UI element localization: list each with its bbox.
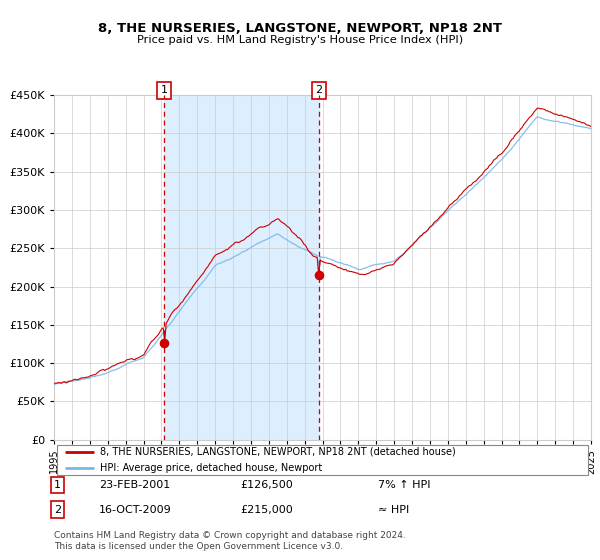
Text: This data is licensed under the Open Government Licence v3.0.: This data is licensed under the Open Gov… <box>54 542 343 550</box>
Text: £215,000: £215,000 <box>240 505 293 515</box>
Point <box>314 270 323 279</box>
Text: 2: 2 <box>54 505 61 515</box>
Text: £126,500: £126,500 <box>240 480 293 490</box>
Text: Contains HM Land Registry data © Crown copyright and database right 2024.: Contains HM Land Registry data © Crown c… <box>54 531 406 540</box>
Text: 1: 1 <box>54 480 61 490</box>
Text: 8, THE NURSERIES, LANGSTONE, NEWPORT, NP18 2NT (detached house): 8, THE NURSERIES, LANGSTONE, NEWPORT, NP… <box>100 447 455 456</box>
Text: 1: 1 <box>161 85 167 95</box>
Text: 16-OCT-2009: 16-OCT-2009 <box>99 505 172 515</box>
Text: 2: 2 <box>315 85 322 95</box>
Text: 7% ↑ HPI: 7% ↑ HPI <box>378 480 431 490</box>
Text: ≈ HPI: ≈ HPI <box>378 505 409 515</box>
Point <box>159 338 169 347</box>
Text: 8, THE NURSERIES, LANGSTONE, NEWPORT, NP18 2NT: 8, THE NURSERIES, LANGSTONE, NEWPORT, NP… <box>98 22 502 35</box>
Text: HPI: Average price, detached house, Newport: HPI: Average price, detached house, Newp… <box>100 463 322 473</box>
Text: Price paid vs. HM Land Registry's House Price Index (HPI): Price paid vs. HM Land Registry's House … <box>137 35 463 45</box>
Text: 23-FEB-2001: 23-FEB-2001 <box>99 480 170 490</box>
Bar <box>164 95 319 440</box>
FancyBboxPatch shape <box>56 445 589 475</box>
